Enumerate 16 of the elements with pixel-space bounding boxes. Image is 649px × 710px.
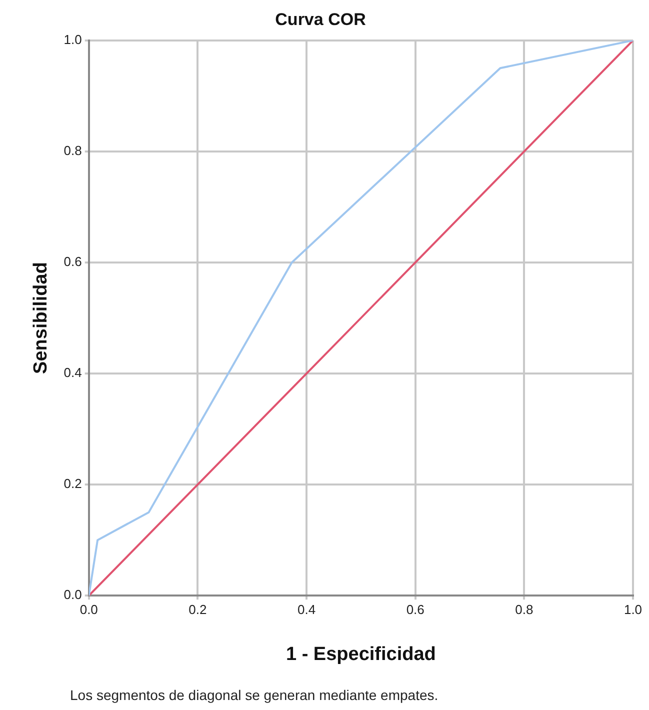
- x-tick-label: 0.0: [80, 602, 98, 617]
- y-axis-title: Sensibilidad: [30, 262, 52, 374]
- x-tick-label: 0.6: [406, 602, 424, 617]
- y-tick-label: 0.2: [64, 476, 82, 492]
- chart-title: Curva COR: [275, 10, 366, 29]
- y-tick-label: 0.4: [64, 365, 82, 380]
- y-tick-label: 0.0: [64, 587, 82, 602]
- x-axis-title: 1 - Especificidad: [286, 644, 436, 665]
- x-tick-label: 1.0: [624, 602, 642, 617]
- text: Los segmentos de diagonal se generan mediante empates.: [70, 687, 438, 703]
- y-tick-label: 1.0: [64, 32, 82, 47]
- x-tick-label: 0.2: [188, 602, 207, 617]
- x-tick-label: 0.4: [297, 602, 316, 617]
- y-tick-label: 0.8: [64, 143, 82, 158]
- y-tick-label: 0.6: [64, 254, 82, 270]
- x-tick-label: 0.8: [515, 602, 534, 617]
